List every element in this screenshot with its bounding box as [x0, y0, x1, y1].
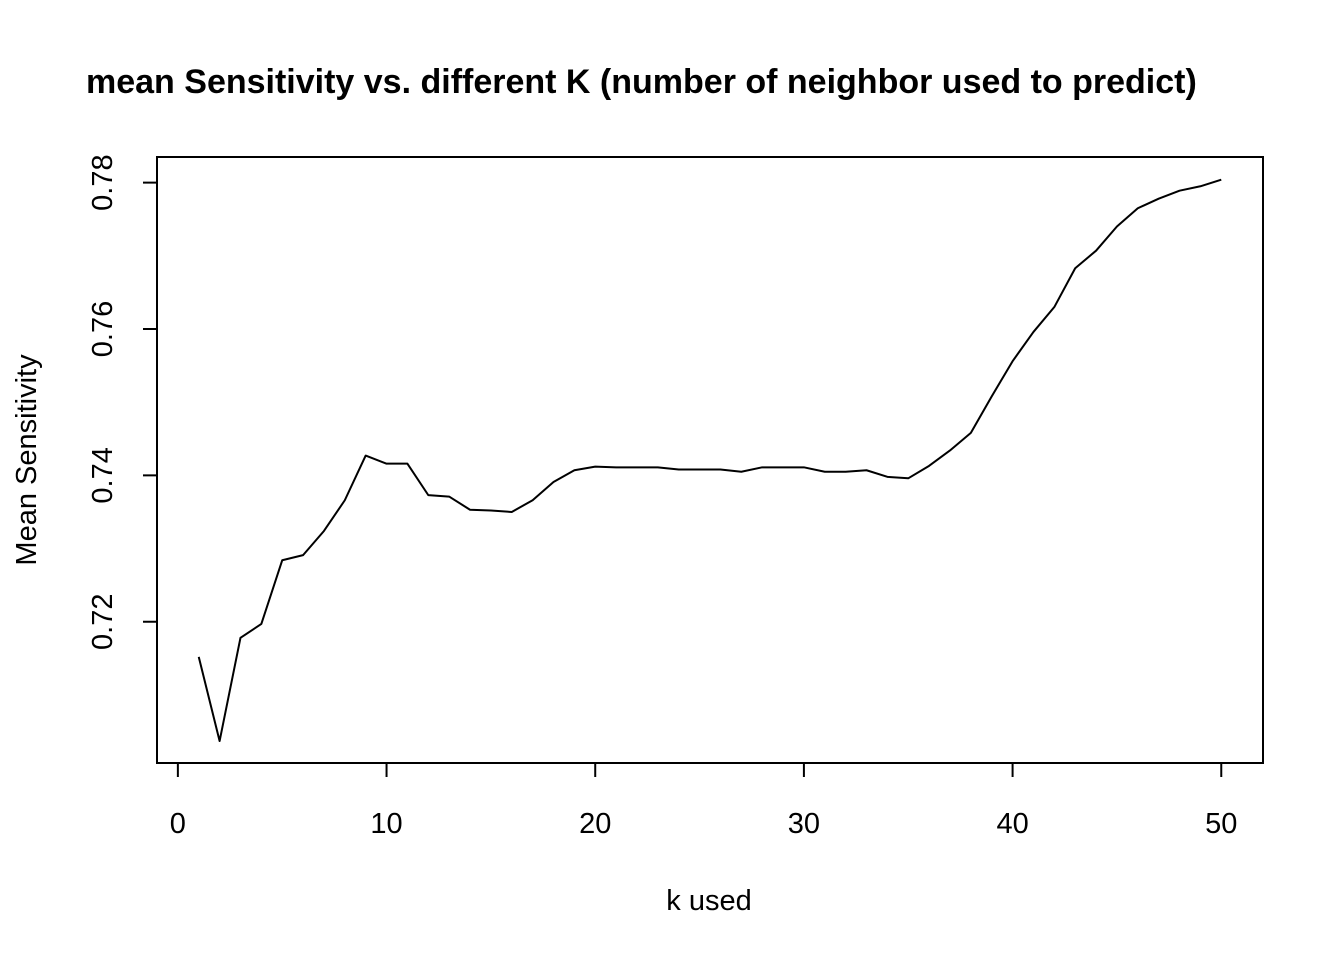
- y-tick-label: 0.78: [87, 154, 119, 210]
- x-tick-label: 0: [170, 808, 186, 840]
- y-axis: 0.72 0.74 0.76 0.78: [87, 154, 158, 650]
- y-axis-label: Mean Sensitivity: [11, 354, 43, 566]
- series-line: [197, 178, 1222, 743]
- x-tick-label: 40: [996, 808, 1028, 840]
- x-tick-label: 30: [788, 808, 820, 840]
- y-tick-label: 0.72: [87, 594, 119, 650]
- y-tick-label: 0.76: [87, 301, 119, 357]
- chart-title: mean Sensitivity vs. different K (number…: [86, 63, 1197, 101]
- plot-frame: [156, 156, 1264, 764]
- y-tick-label: 0.74: [87, 447, 119, 503]
- x-tick-label: 10: [370, 808, 402, 840]
- x-tick-label: 20: [579, 808, 611, 840]
- x-axis: 0 10 20 30 40 50: [170, 762, 1237, 840]
- series-layer: [197, 178, 1222, 743]
- x-tick-label: 50: [1205, 808, 1237, 840]
- x-axis-label: k used: [666, 885, 751, 917]
